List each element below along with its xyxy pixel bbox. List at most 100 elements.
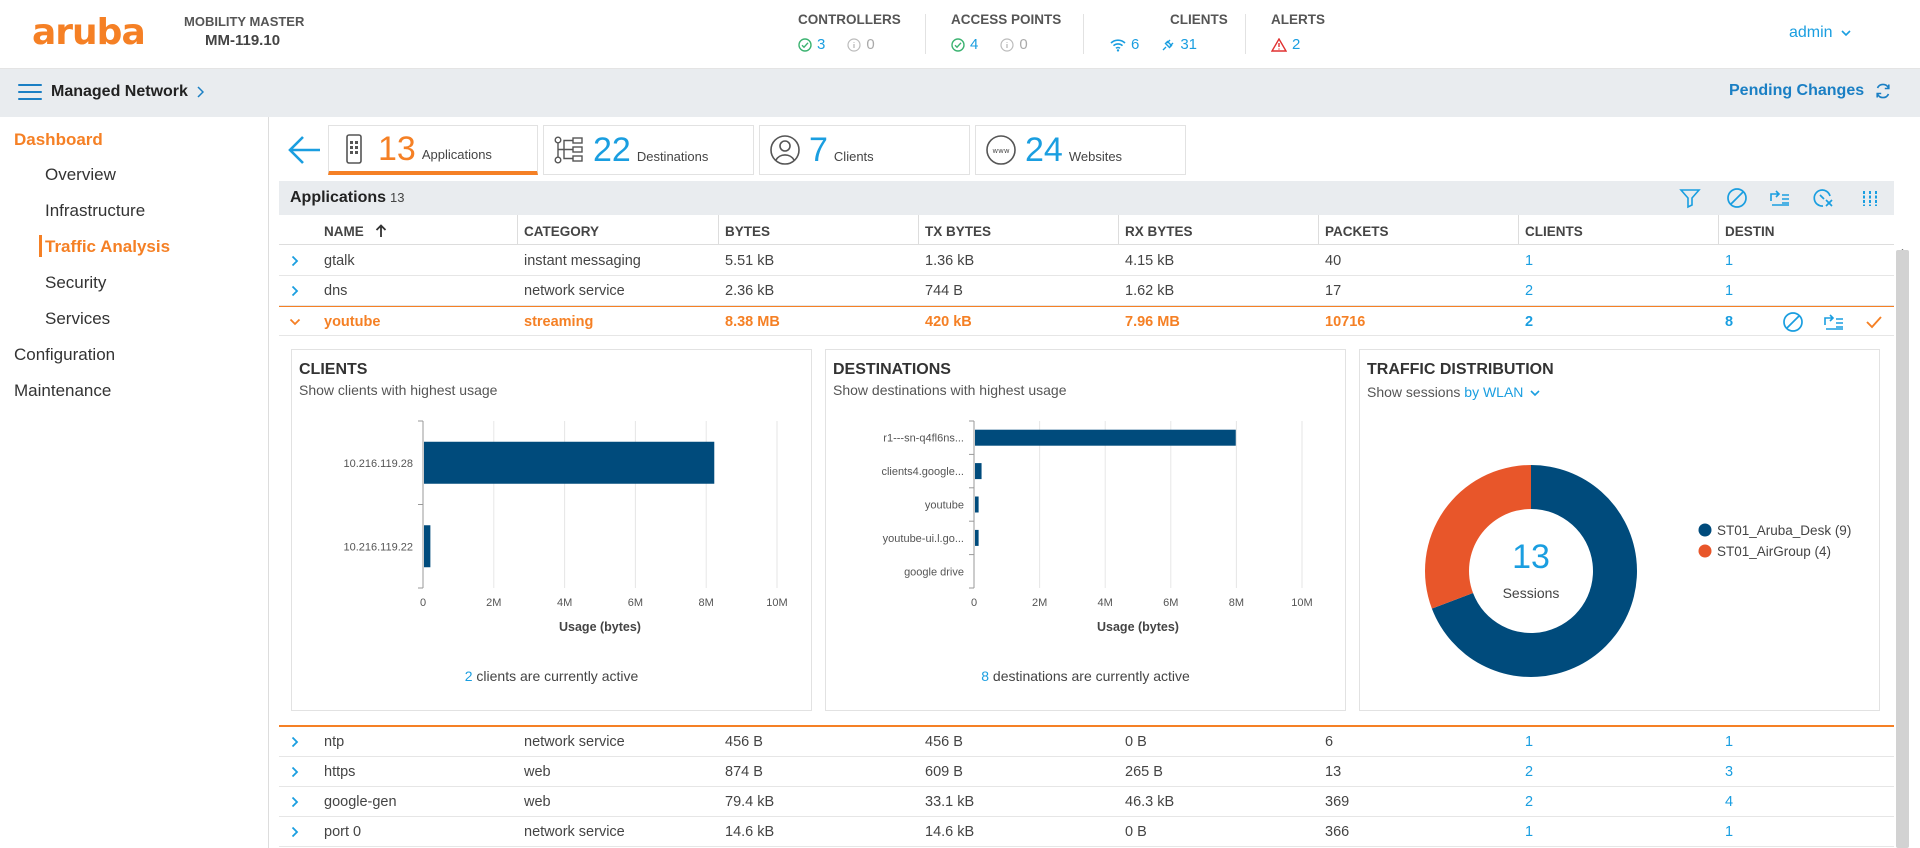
check-icon[interactable] [1865, 313, 1883, 331]
vertical-scrollbar[interactable] [1896, 250, 1909, 848]
hamburger-menu-icon[interactable] [18, 84, 42, 102]
aruba-logo[interactable]: aruba [32, 12, 146, 53]
cell-clients-link[interactable]: 1 [1525, 824, 1534, 840]
cell-destinations-link[interactable]: 8 [1725, 314, 1734, 330]
back-arrow-icon[interactable] [286, 131, 324, 169]
col-header-destinations[interactable]: DESTIN [1725, 224, 1775, 239]
columns-icon[interactable] [1859, 187, 1881, 209]
clients-title: CLIENTS [1170, 12, 1228, 27]
user-name: admin [1789, 24, 1833, 41]
legend-label[interactable]: ST01_Aruba_Desk (9) [1717, 523, 1851, 538]
clients-card-subtitle: Show clients with highest usage [299, 382, 498, 398]
table-row[interactable]: https web 874 B 609 B 265 B 13 2 3 [279, 757, 1894, 787]
table-row[interactable]: port 0 network service 14.6 kB 14.6 kB 0… [279, 817, 1894, 847]
tab-websites[interactable]: www 24 Websites [975, 125, 1186, 175]
nav-services[interactable]: Services [45, 309, 111, 328]
by-wlan-dropdown[interactable]: by WLAN [1464, 384, 1540, 400]
cell-clients-link[interactable]: 1 [1525, 253, 1534, 269]
user-menu[interactable]: admin [1789, 24, 1851, 42]
cell-clients-link[interactable]: 2 [1525, 794, 1534, 810]
table-row[interactable]: dns network service 2.36 kB 744 B 1.62 k… [279, 276, 1894, 306]
nav-infrastructure[interactable]: Infrastructure [45, 201, 146, 220]
pending-changes-button[interactable]: Pending Changes [1729, 82, 1892, 100]
chevron-right-icon[interactable] [289, 766, 301, 778]
nav-configuration[interactable]: Configuration [14, 345, 116, 364]
cell-clients-link[interactable]: 2 [1525, 764, 1534, 780]
bar[interactable] [975, 529, 979, 546]
cell-clients-link[interactable]: 1 [1525, 734, 1534, 750]
access-points-stat[interactable]: ACCESS POINTS 4 0 [951, 12, 1061, 53]
col-header-tx-bytes[interactable]: TX BYTES [925, 224, 992, 239]
access-points-up[interactable]: 4 [951, 36, 978, 53]
check-circle-icon [951, 37, 965, 52]
nav-traffic-analysis[interactable]: Traffic Analysis [45, 237, 171, 256]
bar[interactable] [424, 525, 431, 568]
wired-clients[interactable]: 31 [1161, 36, 1197, 53]
managed-network-breadcrumb[interactable]: Managed Network [51, 83, 204, 101]
bar[interactable] [975, 463, 982, 480]
clients-stat[interactable]: CLIENTS 6 31 [1110, 12, 1228, 53]
redirect-list-icon[interactable] [1823, 311, 1845, 333]
chevron-right-icon[interactable] [289, 796, 301, 808]
active-destinations-count[interactable]: 8 [981, 668, 990, 684]
filter-icon[interactable] [1679, 187, 1701, 209]
col-header-bytes[interactable]: BYTES [725, 224, 771, 239]
tab-applications[interactable]: 13 Applications [328, 125, 538, 175]
chevron-down-icon[interactable] [289, 316, 301, 328]
chevron-right-icon[interactable] [289, 736, 301, 748]
chevron-right-icon[interactable] [289, 285, 301, 297]
chevron-right-icon[interactable] [289, 255, 301, 267]
bar[interactable] [424, 441, 715, 484]
cell-destinations-link[interactable]: 1 [1725, 824, 1734, 840]
info-circle-icon [1000, 37, 1014, 52]
cell-destinations-link[interactable]: 4 [1725, 794, 1734, 810]
bar[interactable] [975, 429, 1236, 446]
legend-label[interactable]: ST01_AirGroup (4) [1717, 544, 1831, 559]
cell-category: instant messaging [524, 253, 641, 269]
access-points-down[interactable]: 0 [1000, 36, 1028, 53]
table-row[interactable]: ntp network service 456 B 456 B 0 B 6 1 … [279, 727, 1894, 757]
cell-destinations-link[interactable]: 1 [1725, 734, 1734, 750]
top-header: aruba MOBILITY MASTER MM-119.10 CONTROLL… [0, 0, 1920, 69]
controllers-up[interactable]: 3 [798, 36, 825, 53]
wireless-clients[interactable]: 6 [1110, 36, 1139, 53]
y-tick-label: youtube [925, 500, 964, 512]
tab-destinations[interactable]: 22 Destinations [543, 125, 754, 175]
table-row[interactable]: google-gen web 79.4 kB 33.1 kB 46.3 kB 3… [279, 787, 1894, 817]
cell-name: youtube [324, 314, 381, 330]
nav-dashboard[interactable]: Dashboard [14, 130, 103, 149]
alerts-count-item[interactable]: 2 [1271, 36, 1300, 53]
col-header-packets[interactable]: PACKETS [1325, 224, 1389, 239]
mobility-master-name[interactable]: MM-119.10 [205, 32, 281, 49]
col-header-rx-bytes[interactable]: RX BYTES [1125, 224, 1193, 239]
col-header-category[interactable]: CATEGORY [524, 224, 600, 239]
cell-clients-link[interactable]: 2 [1525, 283, 1534, 299]
active-clients-count[interactable]: 2 [464, 668, 473, 684]
cell-bytes: 456 B [725, 734, 763, 750]
clear-action-icon[interactable] [1812, 187, 1834, 209]
col-header-name[interactable]: NAME [324, 224, 387, 239]
cell-destinations-link[interactable]: 1 [1725, 283, 1734, 299]
donut-slice[interactable] [1425, 465, 1531, 609]
cell-clients-link[interactable]: 2 [1525, 314, 1534, 330]
table-row[interactable]: gtalk instant messaging 5.51 kB 1.36 kB … [279, 246, 1894, 276]
donut-slice[interactable] [1431, 465, 1637, 677]
alerts-stat[interactable]: ALERTS 2 [1271, 12, 1325, 53]
cell-destinations-link[interactable]: 3 [1725, 764, 1734, 780]
block-icon[interactable] [1782, 311, 1804, 333]
cell-destinations-link[interactable]: 1 [1725, 253, 1734, 269]
nav-maintenance[interactable]: Maintenance [14, 381, 112, 400]
col-header-clients[interactable]: CLIENTS [1525, 224, 1583, 239]
redirect-list-icon[interactable] [1769, 187, 1791, 209]
chevron-right-icon[interactable] [289, 826, 301, 838]
controllers-stat[interactable]: CONTROLLERS 3 0 [798, 12, 901, 53]
tab-clients[interactable]: 7 Clients [759, 125, 970, 175]
nav-overview[interactable]: Overview [45, 165, 116, 184]
cell-tx-bytes: 456 B [925, 734, 963, 750]
table-row-expanded[interactable]: youtube streaming 8.38 MB 420 kB 7.96 MB… [279, 306, 1894, 336]
cell-name: https [324, 764, 356, 780]
controllers-down[interactable]: 0 [847, 36, 875, 53]
block-icon[interactable] [1726, 187, 1748, 209]
nav-security[interactable]: Security [45, 273, 107, 292]
bar[interactable] [975, 496, 979, 513]
